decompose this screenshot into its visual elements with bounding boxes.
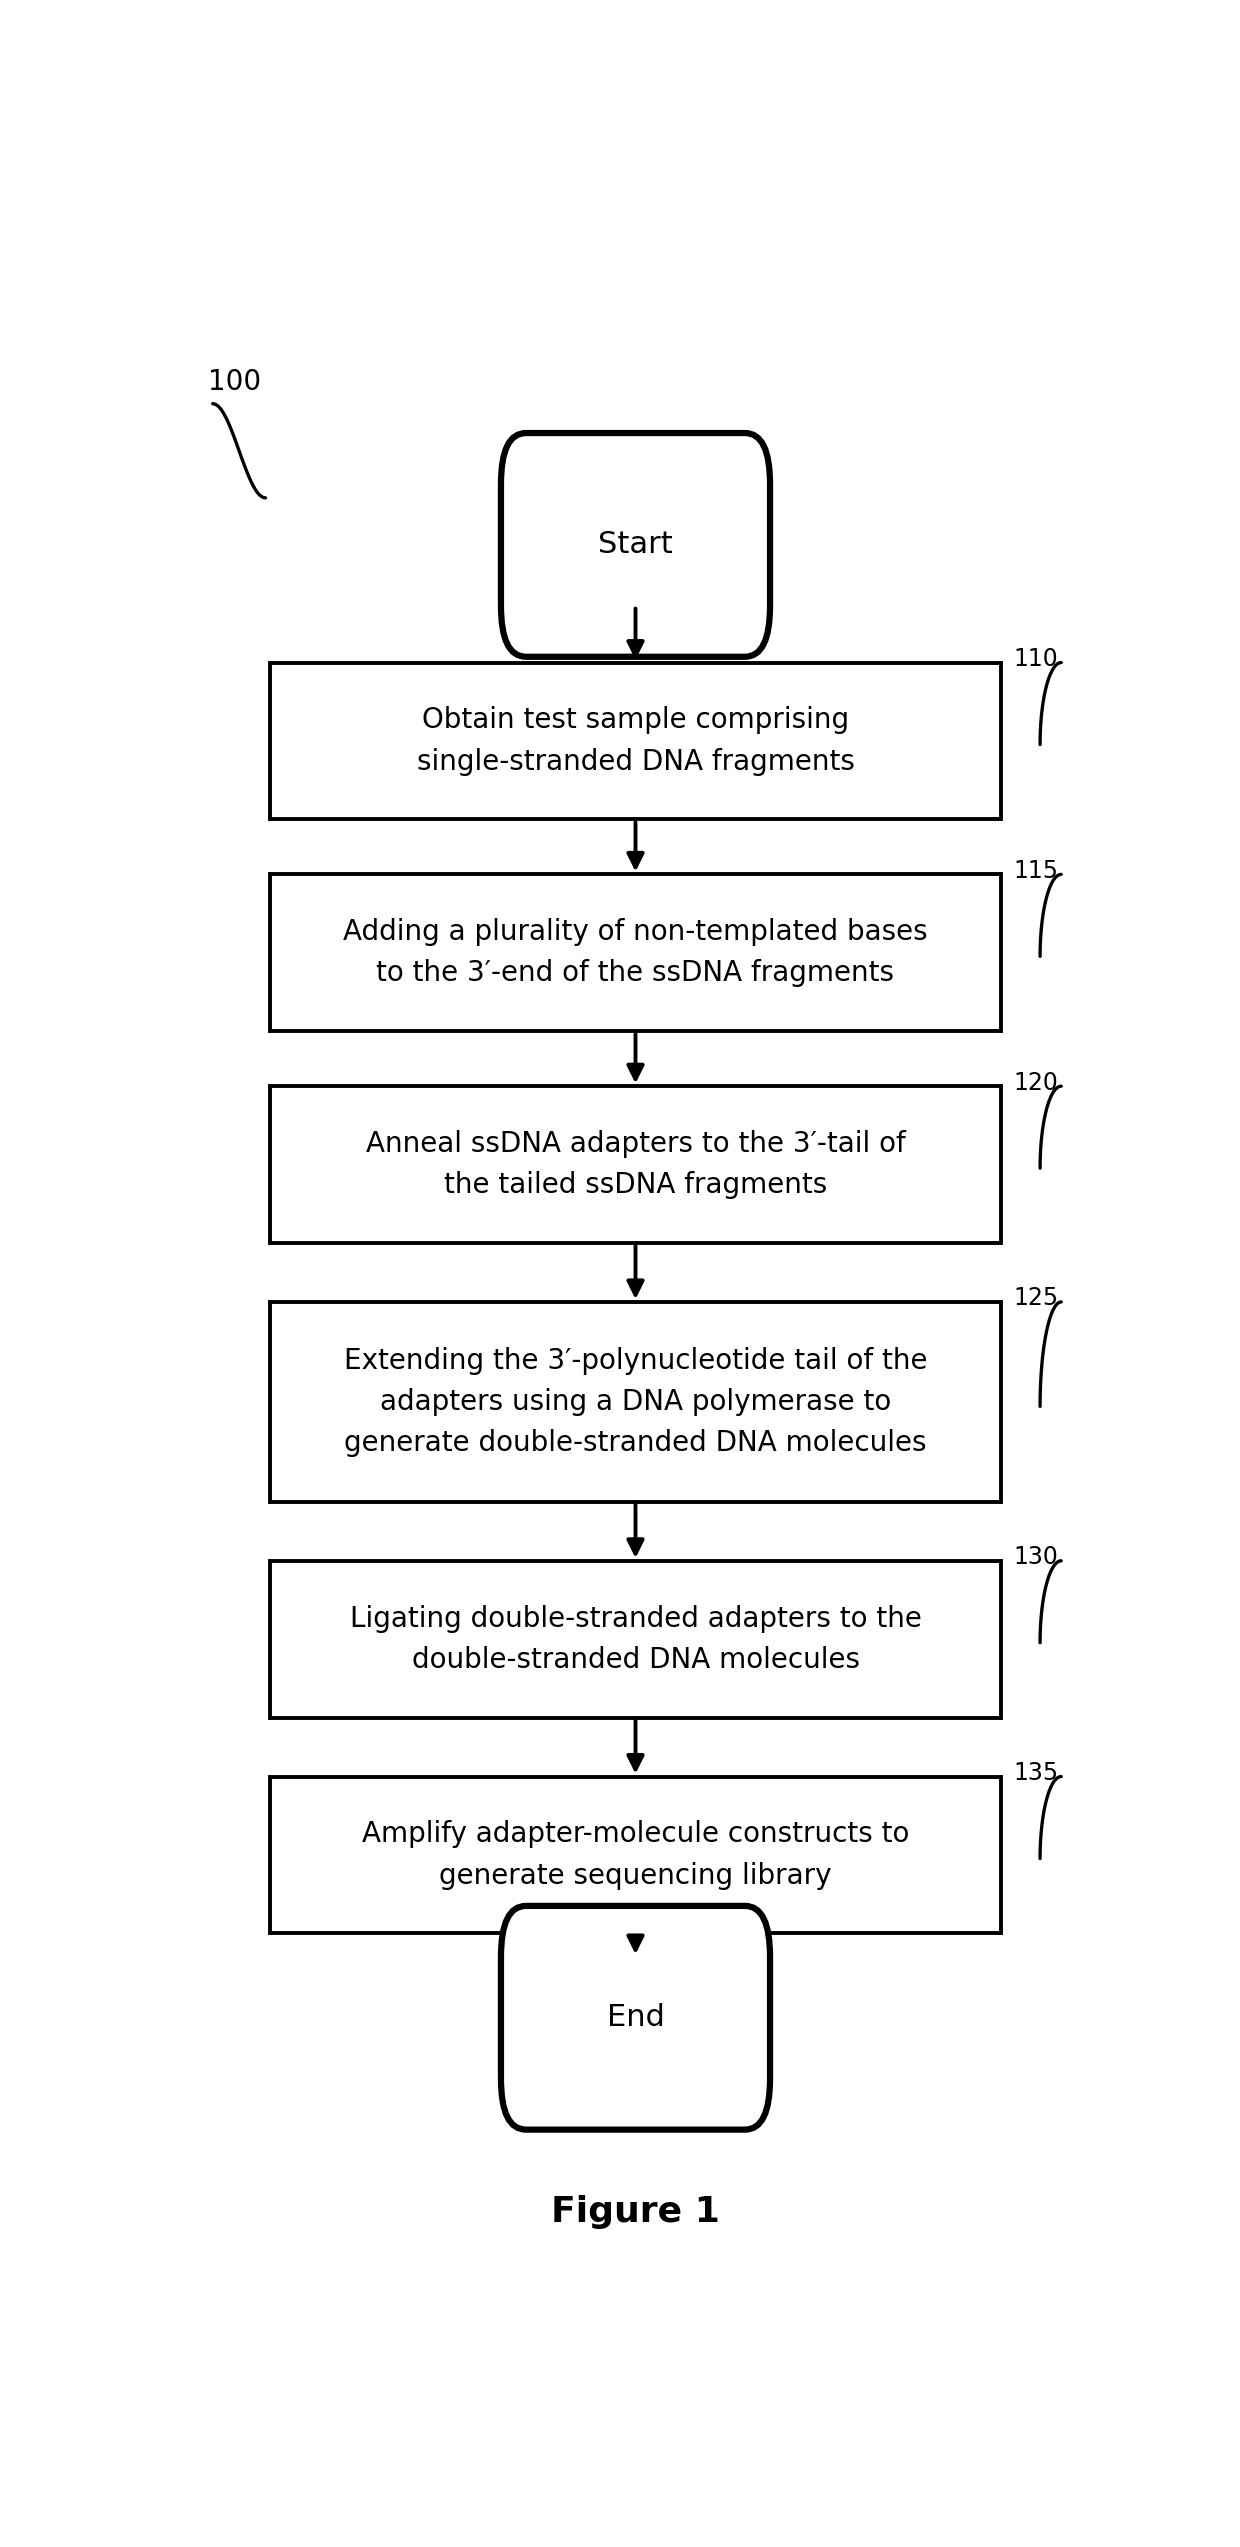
FancyBboxPatch shape xyxy=(270,1302,1001,1503)
Text: 135: 135 xyxy=(1013,1760,1058,1785)
Text: 100: 100 xyxy=(208,369,260,397)
Text: 115: 115 xyxy=(1013,858,1058,884)
FancyBboxPatch shape xyxy=(270,1085,1001,1243)
Text: Amplify adapter-molecule constructs to
generate sequencing library: Amplify adapter-molecule constructs to g… xyxy=(362,1821,909,1890)
FancyBboxPatch shape xyxy=(270,1561,1001,1717)
FancyBboxPatch shape xyxy=(270,874,1001,1032)
Text: Extending the 3′-polynucleotide tail of the
adapters using a DNA polymerase to
g: Extending the 3′-polynucleotide tail of … xyxy=(343,1347,928,1457)
FancyBboxPatch shape xyxy=(270,1778,1001,1933)
Text: Adding a plurality of non-templated bases
to the 3′-end of the ssDNA fragments: Adding a plurality of non-templated base… xyxy=(343,919,928,988)
Text: Figure 1: Figure 1 xyxy=(551,2196,720,2229)
Text: 110: 110 xyxy=(1013,647,1058,670)
FancyBboxPatch shape xyxy=(270,662,1001,820)
Text: End: End xyxy=(606,2004,665,2033)
Text: Obtain test sample comprising
single-stranded DNA fragments: Obtain test sample comprising single-str… xyxy=(417,706,854,777)
FancyBboxPatch shape xyxy=(501,433,770,657)
Text: 120: 120 xyxy=(1013,1070,1058,1095)
Text: Start: Start xyxy=(598,530,673,560)
Text: Anneal ssDNA adapters to the 3′-tail of
the tailed ssDNA fragments: Anneal ssDNA adapters to the 3′-tail of … xyxy=(366,1131,905,1200)
Text: 130: 130 xyxy=(1013,1546,1058,1569)
Text: 125: 125 xyxy=(1013,1286,1058,1309)
FancyBboxPatch shape xyxy=(501,1905,770,2129)
Text: Ligating double-stranded adapters to the
double-stranded DNA molecules: Ligating double-stranded adapters to the… xyxy=(350,1605,921,1673)
